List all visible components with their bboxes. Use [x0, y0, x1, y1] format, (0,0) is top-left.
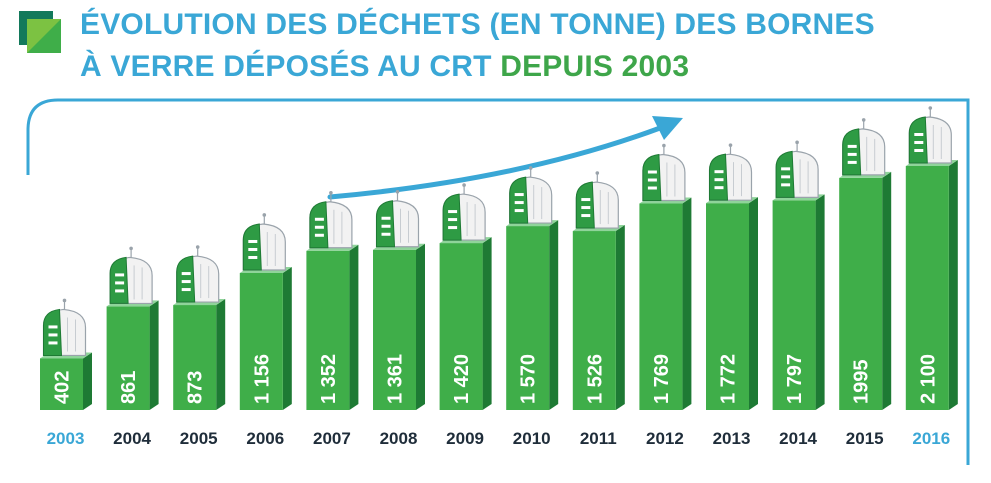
year-label: 2010 [513, 429, 551, 448]
bar-side [948, 160, 958, 410]
title-line-2: À VERRE DÉPOSÉS AU CRT [80, 50, 501, 83]
bar-value-label: 873 [185, 371, 207, 404]
bar-value-label: 1 156 [251, 354, 273, 404]
bar-value-label: 1 769 [651, 354, 673, 404]
bar-value-label: 1995 [851, 360, 873, 405]
bar-value-label: 1 352 [318, 354, 340, 404]
bar-group: 1 420 [439, 183, 492, 410]
bar-side [349, 244, 359, 410]
bar-side [282, 266, 292, 410]
glass-recycling-bin-icon [708, 143, 753, 201]
glass-recycling-bin-icon [375, 189, 420, 248]
bar [772, 200, 816, 410]
bar-group: 1 352 [306, 190, 359, 410]
year-label: 2008 [380, 429, 418, 448]
bar [239, 272, 283, 410]
bar-side [216, 299, 226, 410]
year-label: 2012 [646, 429, 684, 448]
bar-group: 1995 [839, 118, 892, 410]
glass-recycling-bin-icon [442, 183, 486, 241]
bar [706, 203, 749, 410]
bar [905, 166, 949, 410]
year-label: 2014 [779, 429, 817, 448]
bar-group: 1 156 [239, 213, 292, 410]
logo-icon [19, 11, 61, 53]
bar [306, 250, 350, 410]
bar [639, 203, 683, 410]
year-label: 2016 [912, 429, 950, 448]
glass-recycling-bin-icon [42, 298, 87, 357]
year-label: 2009 [446, 429, 484, 448]
bar-side [682, 197, 692, 410]
bar-group: 1 797 [772, 140, 825, 410]
glass-recycling-bin-icon [775, 140, 819, 198]
bar [572, 231, 616, 410]
bar-side [83, 352, 92, 410]
year-label: 2005 [180, 429, 218, 448]
bar-group: 1 570 [506, 166, 559, 410]
bar-group: 402 [40, 298, 92, 410]
year-label: 2003 [47, 429, 85, 448]
bar-side [615, 225, 625, 410]
bar-value-label: 861 [118, 371, 140, 404]
title-line-1: ÉVOLUTION DES DÉCHETS (EN TONNE) DES BOR… [80, 8, 875, 41]
year-label: 2006 [246, 429, 284, 448]
bar-group: 2 100 [905, 106, 958, 410]
trend-arrow [327, 125, 663, 200]
bar [439, 243, 483, 410]
glass-recycling-bin-icon [642, 143, 686, 202]
chart-title: ÉVOLUTION DES DÉCHETS (EN TONNE) DES BOR… [80, 4, 875, 88]
bar-side [416, 243, 425, 410]
bar-side [882, 171, 892, 410]
bar-value-label: 1 361 [385, 354, 407, 404]
bar-group: 1 361 [373, 189, 425, 410]
bar-side [149, 300, 159, 410]
bar-value-label: 1 570 [518, 354, 540, 404]
bar [40, 358, 83, 410]
year-label: 2013 [713, 429, 751, 448]
glass-recycling-bin-icon [908, 106, 952, 164]
bar-group: 861 [106, 246, 159, 410]
year-label: 2015 [846, 429, 884, 448]
year-label: 2004 [113, 429, 151, 448]
bar-side [549, 220, 559, 410]
title-line-2-highlight: DEPUIS 2003 [500, 50, 690, 83]
bar-value-label: 1 772 [718, 354, 740, 404]
bar [373, 249, 416, 410]
glass-recycling-bin-icon [842, 118, 886, 176]
bar-value-label: 1 797 [784, 354, 806, 404]
bar-group: 1 526 [572, 171, 625, 410]
bar [106, 306, 150, 410]
bar-side [749, 197, 758, 410]
bar [839, 177, 883, 410]
bar-value-label: 1 526 [584, 354, 606, 404]
bar-side [815, 194, 825, 410]
trend-arrow-head [652, 116, 683, 140]
bar-group: 873 [173, 245, 226, 410]
bar-value-label: 402 [52, 371, 74, 404]
bar [506, 226, 550, 410]
bar-group: 1 772 [706, 143, 758, 410]
glass-recycling-bin-icon [109, 246, 153, 305]
bar-value-label: 2 100 [917, 354, 939, 404]
bar [173, 305, 217, 410]
bar-group: 1 769 [639, 143, 692, 410]
bar-value-label: 1 420 [451, 354, 473, 404]
glass-recycling-bin-icon [309, 190, 353, 249]
glass-recycling-bin-icon [575, 171, 619, 229]
chart-frame [26, 98, 970, 465]
glass-recycling-bin-icon [242, 213, 286, 271]
glass-recycling-bin-icon [176, 245, 220, 303]
bar-side [482, 237, 492, 410]
year-label: 2011 [580, 429, 617, 448]
glass-recycling-bin-icon [509, 166, 553, 224]
year-label: 2007 [313, 429, 351, 448]
